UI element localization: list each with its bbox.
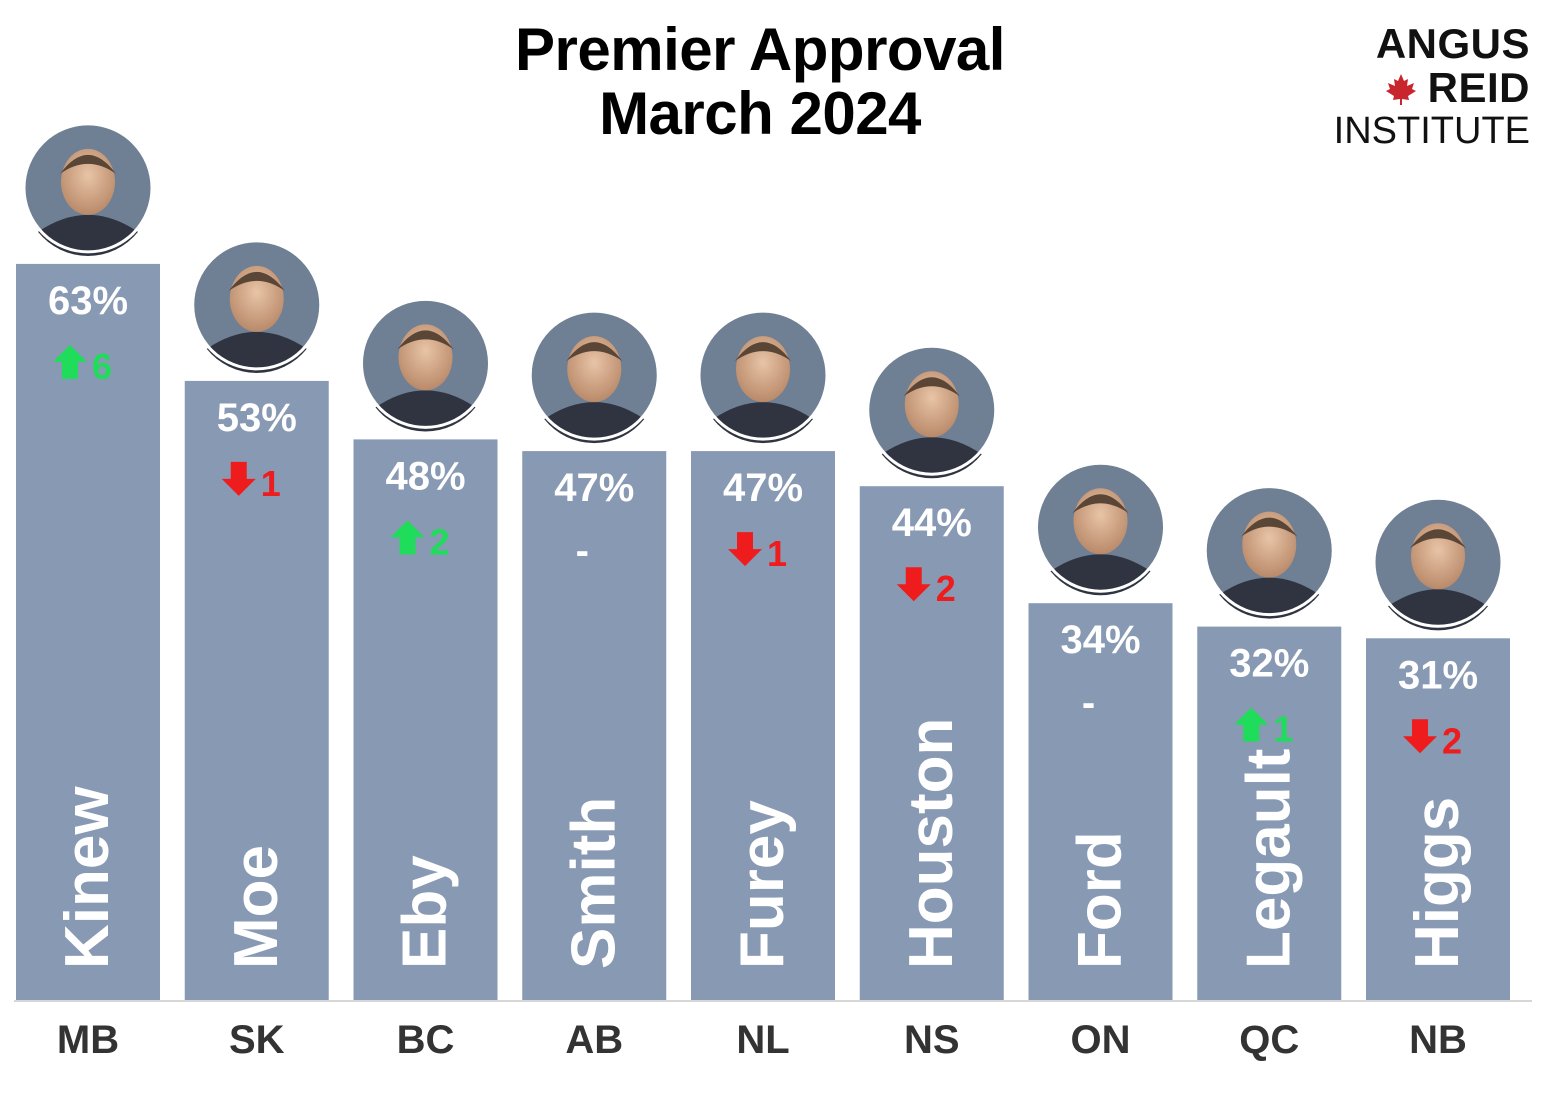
portrait-hair [903, 377, 960, 397]
bar [859, 486, 1004, 1001]
portrait-hair [735, 342, 791, 362]
bar [691, 451, 835, 1002]
bar-group: 47% - Smith AB [522, 309, 667, 1062]
portrait-hair [228, 271, 285, 291]
province-label: MB [57, 1018, 119, 1062]
premier-name: Legault [1234, 749, 1303, 969]
premier-name: Higgs [1403, 797, 1472, 969]
value-label: 34% [1060, 618, 1140, 662]
change-label: 1 [1273, 709, 1293, 750]
logo-reid-text: REID [1427, 64, 1530, 111]
change-label: - [576, 529, 589, 573]
bar [16, 263, 160, 1001]
province-label: AB [565, 1018, 623, 1062]
premier-portrait [22, 122, 154, 256]
change-label: 2 [1442, 720, 1462, 761]
logo-line-angus: ANGUS [1375, 20, 1530, 67]
portrait-ring [22, 122, 154, 254]
portrait-hair [1072, 494, 1129, 514]
premier-name: Houston [897, 718, 966, 969]
change-label: - [1082, 681, 1095, 725]
portrait-hair [397, 330, 454, 350]
portrait-ring [1203, 485, 1335, 617]
bar-group: 34% - Ford ON [1028, 461, 1173, 1062]
value-label: 44% [892, 501, 972, 545]
value-label: 31% [1398, 653, 1478, 697]
chart-title-line-1: Premier Approval [515, 16, 1005, 83]
chart-title-line-2: March 2024 [599, 80, 921, 147]
premier-name: Kinew [53, 786, 122, 969]
portrait-ring [360, 297, 491, 429]
bar-group: 63% 6 Kinew MB [16, 122, 160, 1062]
bar [522, 451, 667, 1002]
bar [1366, 638, 1510, 1001]
portrait-ring [697, 309, 829, 441]
premier-portrait [360, 297, 491, 432]
value-label: 47% [554, 466, 634, 510]
bars-layer: 63% 6 Kinew MB 53% 1 Moe SK 48% 2 Eby BC 47% - Smith AB… [16, 122, 1510, 1062]
premier-portrait [1372, 496, 1504, 631]
premier-name: Ford [1066, 831, 1135, 969]
province-label: ON [1071, 1018, 1131, 1062]
portrait-ring [1035, 461, 1166, 593]
premier-name: Smith [559, 797, 628, 969]
premier-portrait [1035, 461, 1166, 596]
value-label: 63% [48, 279, 128, 323]
province-label: NS [904, 1018, 960, 1062]
portrait-hair [60, 154, 116, 174]
arrow-down-icon [1403, 719, 1437, 754]
portrait-hair [566, 342, 623, 362]
premier-portrait [697, 309, 829, 444]
province-label: BC [397, 1018, 455, 1062]
logo-line-reid: REID [1330, 66, 1530, 110]
arrow-up-icon [390, 520, 425, 555]
angus-reid-logo: ANGUS REID INSTITUTE [1330, 20, 1530, 153]
portrait-ring [528, 309, 660, 441]
change-label: 1 [261, 463, 281, 504]
bar [1197, 626, 1342, 1001]
arrow-down-icon [221, 461, 256, 496]
bar-group: 31% 2 Higgs NB [1366, 496, 1510, 1062]
bar-group: 53% 1 Moe SK [184, 239, 329, 1062]
bar [184, 380, 329, 1001]
premier-name: Furey [728, 800, 797, 969]
arrow-up-icon [1234, 707, 1269, 742]
premier-portrait [528, 309, 660, 444]
bar-group: 48% 2 Eby BC [353, 297, 498, 1062]
bar-group: 44% 2 Houston NS [859, 344, 1004, 1062]
logo-line-institute: INSTITUTE [1333, 110, 1530, 152]
portrait-ring [191, 239, 323, 371]
change-label: 6 [92, 346, 112, 387]
premier-portrait [1203, 485, 1335, 619]
arrow-up-icon [53, 344, 87, 379]
portrait-ring [866, 344, 998, 476]
arrow-down-icon [728, 532, 762, 567]
province-label: QC [1239, 1018, 1299, 1062]
premier-portrait [866, 344, 998, 479]
arrow-down-icon [896, 567, 931, 602]
value-label: 53% [217, 396, 297, 440]
province-label: NL [736, 1018, 789, 1062]
change-label: 2 [430, 521, 450, 562]
province-label: NB [1409, 1018, 1467, 1062]
bar [353, 439, 498, 1001]
premier-name: Eby [391, 855, 460, 969]
portrait-ring [1372, 496, 1504, 628]
premier-name: Moe [222, 845, 291, 969]
portrait-hair [1241, 517, 1298, 537]
maple-leaf-icon [1385, 74, 1416, 105]
province-label: SK [229, 1018, 285, 1062]
premier-portrait [191, 239, 323, 373]
chart-title: Premier Approval March 2024 [380, 18, 1140, 146]
change-label: 1 [767, 533, 787, 574]
portrait-hair [1410, 529, 1466, 549]
value-label: 32% [1229, 642, 1309, 686]
bar-group: 47% 1 Furey NL [691, 309, 835, 1062]
change-label: 2 [936, 568, 956, 609]
value-label: 48% [385, 454, 465, 498]
bar [1028, 603, 1173, 1001]
value-label: 47% [723, 466, 803, 510]
